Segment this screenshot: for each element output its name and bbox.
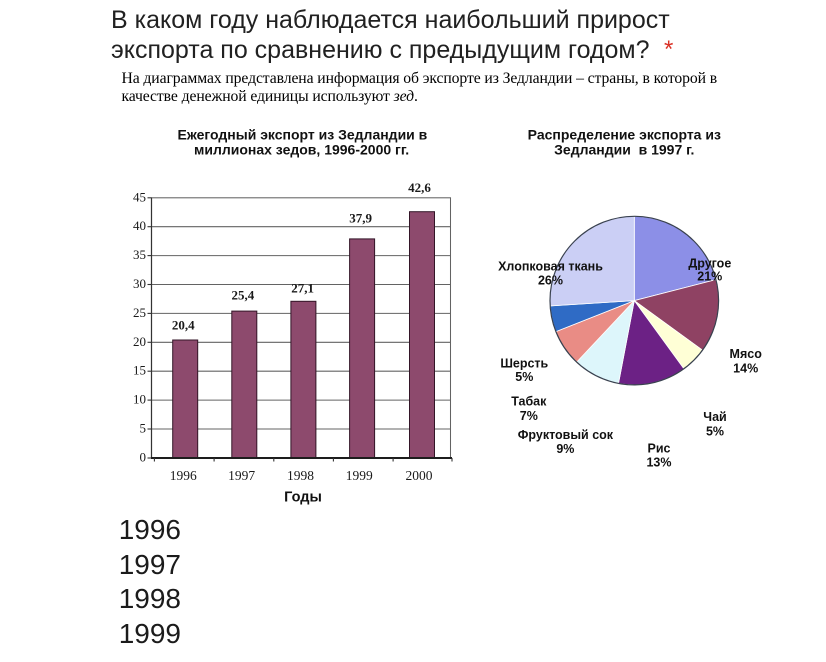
- svg-text:Шерсть: Шерсть: [500, 357, 548, 371]
- svg-text:25: 25: [133, 305, 146, 320]
- svg-text:Ежегодный экспорт из Зедландии: Ежегодный экспорт из Зедландии в: [178, 126, 428, 142]
- svg-text:5%: 5%: [515, 370, 533, 384]
- svg-text:21%: 21%: [697, 269, 722, 283]
- svg-text:Мясо: Мясо: [730, 347, 763, 361]
- svg-text:26%: 26%: [538, 274, 563, 288]
- svg-text:Табак: Табак: [511, 394, 547, 408]
- svg-text:42,6: 42,6: [408, 180, 431, 195]
- svg-text:1996: 1996: [170, 468, 197, 483]
- svg-text:14%: 14%: [733, 362, 758, 376]
- svg-text:Другое: Другое: [688, 257, 731, 271]
- svg-text:30: 30: [133, 276, 146, 291]
- svg-text:40: 40: [133, 218, 146, 233]
- svg-text:1998: 1998: [287, 468, 314, 483]
- svg-text:Распределение экспорта из: Распределение экспорта из: [528, 126, 721, 142]
- svg-text:9%: 9%: [556, 442, 574, 456]
- svg-text:Чай: Чай: [703, 410, 726, 424]
- svg-text:5%: 5%: [706, 424, 724, 438]
- svg-text:13%: 13%: [646, 456, 671, 470]
- svg-text:20: 20: [133, 334, 146, 349]
- svg-text:0: 0: [140, 450, 147, 465]
- svg-text:Хлопковая ткань: Хлопковая ткань: [498, 259, 603, 273]
- svg-text:27,1: 27,1: [291, 281, 314, 296]
- svg-text:миллионах зедов, 1996-2000 гг.: миллионах зедов, 1996-2000 гг.: [194, 142, 409, 158]
- svg-text:Фруктовый сок: Фруктовый сок: [518, 428, 614, 442]
- svg-text:35: 35: [133, 247, 146, 262]
- svg-text:37,9: 37,9: [349, 210, 372, 225]
- svg-text:7%: 7%: [520, 409, 538, 423]
- svg-text:Рис: Рис: [648, 441, 671, 455]
- svg-text:1997: 1997: [228, 468, 255, 483]
- svg-text:10: 10: [133, 392, 146, 407]
- svg-text:2000: 2000: [406, 468, 433, 483]
- svg-text:Годы: Годы: [284, 489, 322, 505]
- svg-text:Зедландии в 1997 г.: Зедландии в 1997 г.: [554, 142, 694, 158]
- svg-text:20,4: 20,4: [172, 317, 195, 332]
- svg-text:25,4: 25,4: [232, 287, 255, 302]
- svg-text:1999: 1999: [346, 468, 373, 483]
- svg-text:15: 15: [133, 363, 146, 378]
- svg-text:5: 5: [140, 421, 147, 436]
- svg-text:45: 45: [133, 189, 146, 204]
